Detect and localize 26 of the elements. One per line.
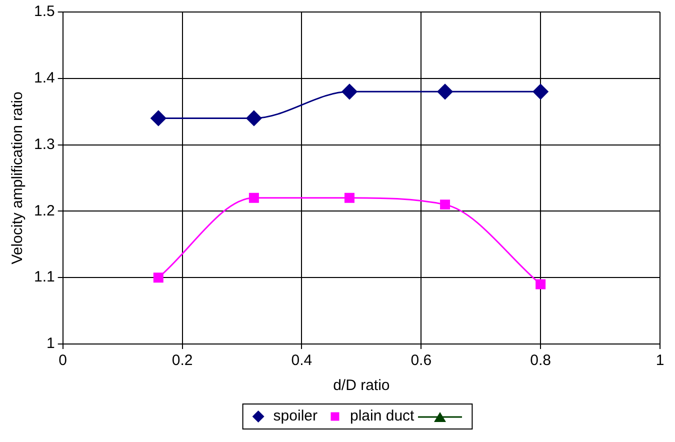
x-tick-label: 0 (58, 352, 68, 370)
point (536, 279, 546, 290)
x-axis-title: d/D ratio (333, 377, 390, 394)
x-tick-label: 0.4 (291, 352, 312, 370)
y-tick-label: 1.4 (34, 70, 55, 87)
point (532, 84, 548, 100)
point (344, 192, 354, 203)
point (246, 110, 262, 126)
y-tick-label: 1.3 (34, 136, 55, 153)
point (342, 84, 358, 100)
x-tick-label: 0.8 (530, 352, 551, 370)
point (153, 272, 164, 283)
point (150, 110, 166, 126)
x-tick-label: 0.2 (172, 352, 193, 370)
y-tick-label: 1.2 (34, 202, 55, 220)
point (437, 84, 453, 100)
legend-label: spoiler (273, 408, 318, 425)
y-tick-label: 1 (46, 335, 55, 352)
y-tick-label: 1.5 (34, 3, 55, 20)
y-tick-label: 1.1 (34, 268, 55, 286)
x-tick-label: 0.6 (410, 352, 432, 370)
x-tick-label: 1 (656, 352, 664, 370)
legend-label: plain duct (350, 408, 416, 425)
y-axis-title: Velocity amplification ratio (9, 92, 26, 264)
point (440, 200, 450, 210)
point (248, 192, 259, 203)
